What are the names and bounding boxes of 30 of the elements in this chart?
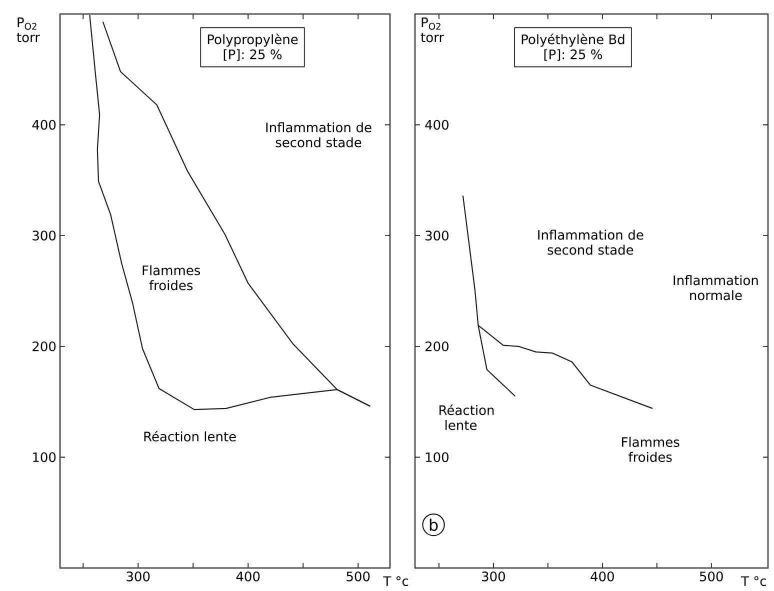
y-tick-label: 400 (32, 120, 56, 130)
x-axis-title: T °c (383, 576, 408, 586)
annotation: Inflammation de second stade (266, 122, 372, 148)
x-tick-label: 300 (482, 572, 505, 582)
text: Polyéthylène Bd (522, 34, 624, 47)
y-tick-label: 200 (425, 341, 448, 352)
y-tick-label: 100 (426, 452, 448, 462)
x-tick-label: 400 (590, 572, 614, 582)
annotation: Flammes froides (142, 265, 200, 290)
x-tick-label: 300 (126, 572, 150, 582)
text: [P]: 25 % (224, 49, 282, 61)
y-tick-label: 400 (425, 120, 448, 130)
y-axis-title: P$_{O2}$ torr (420, 18, 444, 42)
annotation: Inflammation normale (674, 275, 758, 300)
x-tick-label: 500 (346, 572, 370, 582)
annotation: b (430, 518, 438, 531)
annotation: Inflammation de second stade (538, 230, 644, 255)
y-tick-label: 200 (32, 341, 56, 352)
x-axis-title: T °c (741, 576, 766, 586)
y-tick-label: 100 (33, 452, 56, 462)
text: [P]: 25 % (544, 49, 602, 61)
text: Polypropylène (208, 34, 298, 47)
annotation: Réaction lente (144, 430, 236, 442)
y-axis-title: P$_{O2}$ torr (16, 18, 40, 42)
x-tick-label: 500 (700, 572, 723, 582)
annotation: Flammes froides (622, 436, 680, 462)
y-tick-label: 300 (32, 230, 56, 241)
y-tick-label: 300 (426, 230, 448, 241)
x-tick-label: 400 (236, 572, 260, 582)
annotation: Réaction lente (440, 404, 494, 430)
